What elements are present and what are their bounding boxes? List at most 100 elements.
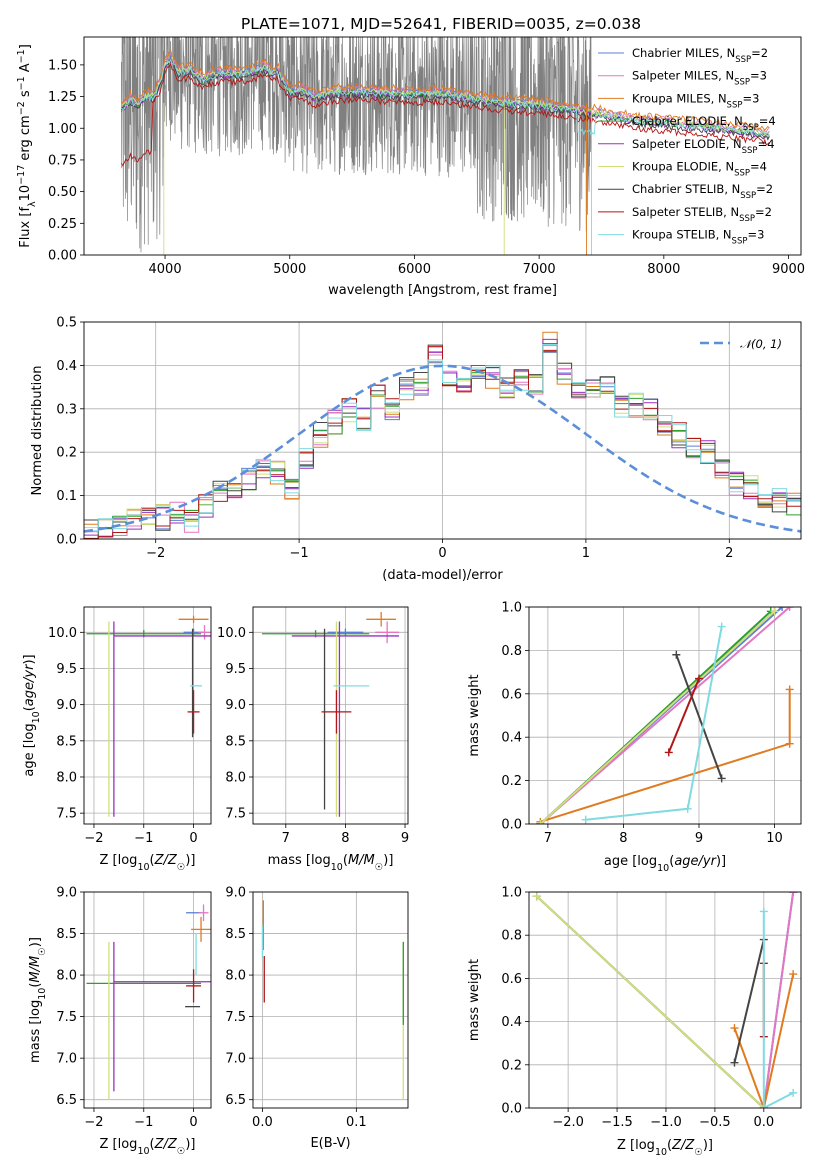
y-tick-label: 10.0 — [48, 626, 77, 641]
legend-label: Kroupa STELIB, NSSP=3 — [632, 228, 764, 247]
errorbar-point — [178, 615, 209, 623]
weight-line-5 — [536, 895, 765, 1108]
y-tick-label: 9.0 — [56, 698, 77, 713]
weight-line-8 — [762, 911, 794, 1108]
weight-marker — [672, 650, 681, 659]
legend-residuals: 𝒩(0, 1) — [700, 337, 782, 351]
panel-weight-vs-Z: −2.0 −1.5 −1.0 −0.5 0.0 0.0 0.2 0.4 0.6 0.8 1.0 Z [… — [467, 886, 802, 1158]
errorbar-point — [366, 612, 397, 627]
legend-label: Kroupa ELODIE, NSSP=4 — [632, 160, 767, 179]
legend-label: Salpeter MILES, NSSP=3 — [632, 69, 767, 88]
panel-residuals: −2 −1 0 1 2 0.0 0.1 0.2 0.3 0.4 0.5 𝒩(0, 1) (data-mo… — [30, 316, 802, 583]
x-tick-label: 10 — [766, 831, 783, 846]
y-tick-label: 9.5 — [56, 662, 77, 677]
x-tick-label: 5000 — [273, 262, 306, 277]
y-tick-label: 0.1 — [56, 489, 77, 504]
y-tick-label: 0.2 — [501, 1058, 522, 1073]
plot-area-age-vs-Z — [86, 615, 211, 817]
y-tick-label: 8.5 — [225, 734, 246, 749]
weight-line-1 — [762, 892, 795, 1108]
errorbar-point — [321, 690, 352, 734]
legend-label: Chabrier MILES, NSSP=2 — [632, 46, 768, 65]
weight-marker — [789, 970, 798, 979]
y-tick-label: 9.0 — [225, 886, 246, 901]
weight-marker — [532, 892, 541, 901]
y-tick-label: 0.5 — [56, 316, 77, 331]
panel-spectrum: 4000 5000 6000 7000 8000 9000 0.00 0.25 0.50 0.75… — [16, 36, 805, 298]
y-tick-label: 0.00 — [48, 249, 77, 264]
model-spectrum-6 — [121, 57, 770, 141]
errorbar-point — [327, 628, 364, 636]
x-tick-label: 0 — [189, 831, 197, 846]
y-tick-label: 1.0 — [501, 886, 522, 901]
y-tick-label: 0.0 — [56, 533, 77, 548]
y-tick-label: 0.25 — [48, 217, 77, 232]
y-tick-label: 1.25 — [48, 90, 77, 105]
weight-line-1 — [539, 607, 791, 824]
x-axis-label: Z [log10(Z/Z☉)] — [100, 853, 196, 873]
y-tick-label: 8.0 — [225, 969, 246, 984]
panel-age-vs-Z: −2 −1 0 7.5 8.0 8.5 9.0 9.5 10.0 Z [log10(Z/Z☉)] a… — [22, 606, 212, 873]
y-tick-label: 6.5 — [56, 1093, 77, 1108]
x-tick-label: 0 — [438, 546, 446, 561]
plot-area-weight-vs-age — [536, 607, 794, 824]
y-axis-label: age [log10(age/yr)] — [22, 654, 42, 776]
y-tick-label: 0.4 — [501, 731, 522, 746]
y-tick-label: 9.0 — [225, 698, 246, 713]
y-axis-label: mass weight — [467, 959, 482, 1041]
errorbar-point — [375, 621, 400, 644]
x-tick-label: −2 — [146, 546, 165, 561]
x-tick-label: −1 — [134, 831, 153, 846]
legend-spectrum: Chabrier MILES, NSSP=2 Salpeter MILES, NS… — [598, 46, 776, 247]
legend-label: Chabrier STELIB, NSSP=2 — [632, 182, 773, 201]
observed-spectrum — [121, 37, 592, 253]
x-tick-label: 1 — [582, 546, 590, 561]
legend-label: Salpeter ELODIE, NSSP=4 — [632, 137, 775, 156]
y-tick-label: 0.2 — [56, 446, 77, 461]
axes-frame — [528, 891, 802, 1109]
panels: 4000 5000 6000 7000 8000 90000.000.250.500.75… — [16, 36, 805, 1158]
weight-line-5 — [539, 610, 776, 824]
y-tick-label: 0.50 — [48, 185, 77, 200]
y-tick-label: 1.00 — [48, 122, 77, 137]
weight-marker — [770, 607, 779, 616]
y-tick-label: 9.5 — [225, 662, 246, 677]
axes-frame — [252, 891, 409, 1109]
y-tick-label: 1.50 — [48, 58, 77, 73]
panel-weight-vs-age: 7 8 9 10 0.0 0.2 0.4 0.6 0.8 1.0 age [log10(age/yr… — [467, 601, 802, 874]
errorbar-point — [186, 969, 202, 1003]
weight-marker — [730, 1058, 739, 1067]
y-tick-label: 0.3 — [56, 402, 77, 417]
y-tick-label: 0.2 — [501, 774, 522, 789]
errorbar-point — [191, 916, 211, 942]
y-tick-label: 8.5 — [56, 734, 77, 749]
y-tick-label: 0.75 — [48, 153, 77, 168]
x-tick-label: −0.5 — [699, 1115, 731, 1130]
weight-marker — [778, 607, 787, 611]
x-tick-label: 0 — [189, 1115, 197, 1130]
y-axis-label: Flux [fλ10−17 erg cm−2 s−1 A−1] — [16, 44, 38, 248]
model-spectrum-7 — [121, 62, 770, 167]
plot-area-age-vs-mass — [261, 612, 400, 817]
weight-line-6 — [733, 939, 765, 1063]
weight-marker — [683, 804, 692, 813]
x-tick-label: 7 — [282, 831, 290, 846]
grid-age-vs-mass — [253, 607, 408, 824]
y-tick-label: 10.0 — [217, 626, 246, 641]
weight-marker — [581, 815, 590, 824]
grid-mass-vs-Z — [84, 891, 211, 1108]
x-axis-label: Z [log10(Z/Z☉)] — [100, 1137, 196, 1157]
x-tick-label: −2 — [84, 1115, 103, 1130]
x-tick-label: −2 — [84, 831, 103, 846]
y-tick-label: 0.4 — [56, 359, 77, 374]
y-tick-label: 0.8 — [501, 929, 522, 944]
errorbar-point — [198, 904, 209, 922]
x-tick-label: 8 — [619, 831, 627, 846]
y-tick-label: 7.5 — [225, 807, 246, 822]
y-tick-label: 0.0 — [501, 818, 522, 833]
legend-label: Salpeter STELIB, NSSP=2 — [632, 205, 772, 224]
y-tick-label: 0.0 — [501, 1102, 522, 1117]
weight-marker — [789, 892, 798, 896]
weight-marker — [759, 1104, 768, 1108]
y-tick-label: 8.5 — [56, 927, 77, 942]
